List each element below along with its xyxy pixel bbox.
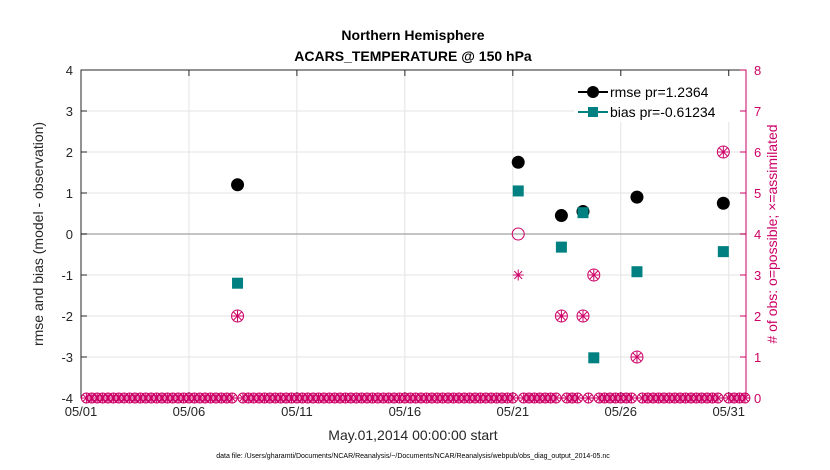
- legend: rmse pr=1.2364 bias pr=-0.61234: [574, 76, 740, 122]
- rmse-point: [716, 196, 730, 210]
- obs-zero-assimilated-marker: [507, 393, 518, 403]
- footnote: data file: /Users/gharamti/Documents/NCA…: [216, 453, 610, 460]
- asterisk-stroke: [508, 394, 517, 402]
- asterisk-stroke: [578, 311, 588, 321]
- y-tick-label: 2: [66, 145, 73, 160]
- obs-possible-marker: [511, 227, 525, 241]
- bias-point: [588, 352, 600, 364]
- chart-subtitle: ACARS_TEMPERATURE @ 150 hPa: [294, 48, 532, 64]
- obs-zero-assimilated-marker: [551, 393, 561, 403]
- legend-bias-label: bias pr=-0.61234: [610, 104, 716, 120]
- rmse-point: [554, 209, 568, 223]
- x-tick-label: 05/06: [173, 404, 206, 419]
- ticks: 05/01 05/06 05/11 05/16 05/21 05/26 05/31 -4 -3 -…: [61, 63, 761, 419]
- rmse-point: [511, 155, 525, 169]
- y2-tick-label: 4: [754, 227, 761, 242]
- bias-point: [555, 241, 567, 253]
- bias-point: [577, 207, 589, 219]
- bias-point: [232, 277, 244, 289]
- y2-tick-label: 1: [754, 350, 761, 365]
- legend-box: [574, 76, 740, 122]
- obs-assimilated-marker: [232, 310, 244, 322]
- x-tick-label: 05/01: [65, 404, 98, 419]
- y2-tick-label: 6: [754, 145, 761, 160]
- obs-possible-marker: [630, 350, 644, 364]
- y2-tick-label: 2: [754, 309, 761, 324]
- obs-zero-assimilated-marker: [712, 393, 723, 403]
- asterisk-stroke: [584, 394, 593, 402]
- asterisk-stroke: [741, 394, 749, 402]
- obs-zero-assimilated-marker: [739, 393, 750, 403]
- bias-point: [631, 266, 643, 278]
- chart-title: Northern Hemisphere: [341, 27, 484, 43]
- x-tick-label: 05/26: [604, 404, 637, 419]
- asterisk-stroke: [552, 394, 560, 402]
- asterisk-stroke: [573, 394, 582, 402]
- obs-zero-assimilated-marker: [626, 393, 637, 403]
- obs-assimilated-marker: [717, 146, 729, 158]
- y-axis-label: rmse and bias (model - observation): [30, 122, 46, 346]
- obs-assimilated-marker: [555, 310, 567, 322]
- y2-tick-label: 8: [754, 63, 761, 78]
- obs-zero-assimilated-marker: [583, 393, 594, 403]
- y-tick-label: -1: [61, 268, 73, 283]
- obs-possible-marker: [231, 309, 245, 323]
- bias-point: [717, 246, 729, 258]
- obs-assimilated-marker: [512, 269, 524, 281]
- marks: [80, 145, 751, 404]
- asterisk-stroke: [557, 311, 566, 321]
- y-tick-label: -4: [61, 391, 73, 406]
- x-tick-label: 05/16: [389, 404, 422, 419]
- asterisk-stroke: [632, 352, 642, 362]
- asterisk-stroke: [513, 270, 523, 280]
- asterisk-stroke: [627, 394, 636, 402]
- asterisk-stroke: [589, 270, 599, 280]
- bias-point: [512, 185, 524, 197]
- x-axis-label: May.01,2014 00:00:00 start: [328, 427, 498, 443]
- y2-tick-label: 3: [754, 268, 761, 283]
- y-tick-label: 4: [66, 63, 73, 78]
- asterisk-stroke: [228, 394, 237, 402]
- y-tick-label: 1: [66, 186, 73, 201]
- legend-rmse-label: rmse pr=1.2364: [610, 84, 709, 100]
- obs-possible-marker: [576, 309, 590, 323]
- y2-tick-label: 0: [754, 391, 761, 406]
- y2-axis-label: # of obs: o=possible; ×=assimilated: [764, 124, 780, 343]
- asterisk-stroke: [233, 311, 242, 321]
- asterisk-stroke: [719, 147, 728, 157]
- x-tick-label: 05/31: [712, 404, 745, 419]
- rmse-point: [231, 178, 245, 192]
- obs-zero-assimilated-marker: [227, 393, 238, 403]
- obs-possible-marker: [554, 309, 568, 323]
- obs-assimilated-marker: [631, 351, 643, 363]
- legend-rmse-marker: [587, 86, 599, 98]
- rmse-point: [630, 190, 644, 204]
- x-tick-label: 05/11: [281, 404, 313, 419]
- obs-possible-marker: [587, 268, 601, 282]
- y-tick-label: 3: [66, 104, 73, 119]
- x-tick-label: 05/21: [497, 404, 530, 419]
- obs-assimilated-marker: [577, 310, 589, 322]
- asterisk-stroke: [714, 394, 722, 402]
- y2-tick-label: 5: [754, 186, 761, 201]
- y-tick-label: -2: [61, 309, 73, 324]
- y-tick-label: -3: [61, 350, 73, 365]
- obs-zero-assimilated-marker: [572, 393, 583, 403]
- legend-bias-marker: [588, 107, 598, 117]
- obs-assimilated-marker: [588, 269, 600, 281]
- y2-tick-label: 7: [754, 104, 761, 119]
- obs-possible-marker: [716, 145, 730, 159]
- y-tick-label: 0: [66, 227, 73, 242]
